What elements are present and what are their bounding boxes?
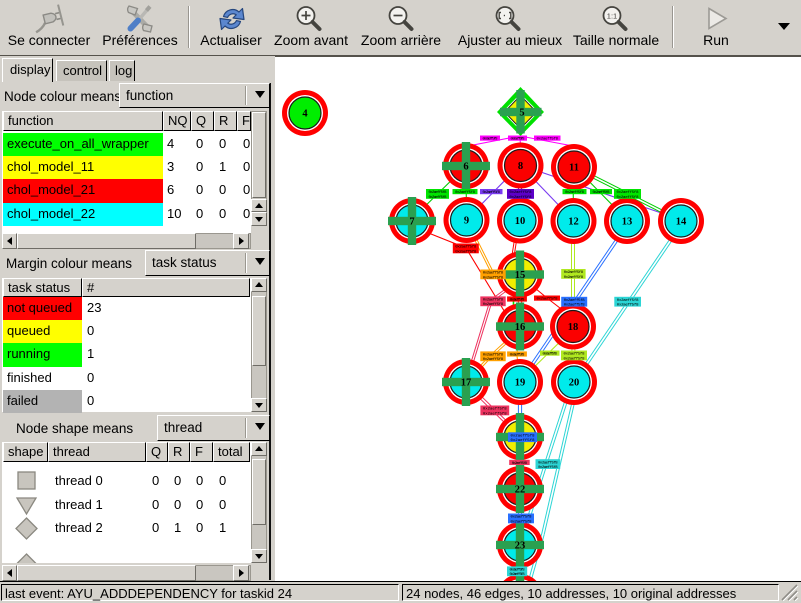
svg-text:12: 12 [568, 217, 579, 228]
svg-text:19: 19 [515, 378, 526, 389]
svg-text:0x2aeff5f8: 0x2aeff5f8 [537, 297, 559, 302]
svg-text:18: 18 [568, 322, 579, 333]
svg-text:0x2aeff5f8: 0x2aeff5f8 [483, 353, 504, 358]
svg-text:0x2aeff5f8: 0x2aeff5f8 [511, 433, 536, 438]
svg-text:4: 4 [302, 109, 308, 120]
svg-text:20: 20 [569, 378, 580, 389]
svg-text:0x2aeff5f8: 0x2aeff5f8 [617, 303, 639, 308]
svg-text:16: 16 [515, 322, 526, 333]
svg-text:0x2aeff5f8: 0x2aeff5f8 [510, 298, 525, 303]
svg-text:0x2aeff5f8: 0x2aeff5f8 [617, 298, 639, 303]
svg-text:14: 14 [676, 217, 687, 228]
svg-text:0x2aeff5f8: 0x2aeff5f8 [455, 190, 476, 195]
svg-text:0x2aeff5f8: 0x2aeff5f8 [512, 461, 528, 466]
svg-text:0x2aeff5f8: 0x2aeff5f8 [510, 353, 525, 358]
svg-text:8: 8 [518, 161, 523, 172]
svg-text:0x2aeff5f8: 0x2aeff5f8 [483, 190, 501, 195]
svg-text:0x2aeff5f8: 0x2aeff5f8 [511, 519, 533, 524]
svg-text:0x2aeff5f8: 0x2aeff5f8 [483, 271, 504, 276]
svg-text:22: 22 [515, 485, 526, 496]
svg-text:0x2aeff5f8: 0x2aeff5f8 [564, 356, 586, 361]
svg-text:17: 17 [461, 378, 472, 389]
svg-text:9: 9 [464, 216, 469, 227]
svg-text:0x2aeff5f8: 0x2aeff5f8 [483, 407, 507, 412]
svg-text:0x2aeff5f8: 0x2aeff5f8 [429, 190, 448, 195]
svg-text:0x2aeff5f8: 0x2aeff5f8 [483, 357, 504, 362]
svg-text:0x2aeff5f8: 0x2aeff5f8 [483, 411, 507, 416]
svg-text:0x2aeff5f8: 0x2aeff5f8 [564, 298, 586, 303]
svg-text:0x2aeff5f8: 0x2aeff5f8 [537, 137, 559, 142]
svg-text:0x2aeff5f8: 0x2aeff5f8 [617, 190, 640, 195]
svg-text:0x2aeff5f8: 0x2aeff5f8 [617, 195, 640, 200]
svg-text:7: 7 [409, 217, 414, 228]
svg-text:0x2aeff5f8: 0x2aeff5f8 [511, 515, 533, 520]
svg-text:0x2aeff5f8: 0x2aeff5f8 [538, 460, 558, 465]
svg-text:15: 15 [515, 270, 526, 281]
svg-text:0x2aeff5f8: 0x2aeff5f8 [510, 568, 526, 573]
svg-text:0x2aeff5f8: 0x2aeff5f8 [510, 190, 533, 195]
svg-text:0x2aeff5f8: 0x2aeff5f8 [564, 352, 586, 357]
svg-text:0x2aeff5f8: 0x2aeff5f8 [593, 190, 611, 195]
svg-text:0x2aeff5f8: 0x2aeff5f8 [483, 275, 504, 280]
svg-text:0x2aeff5f8: 0x2aeff5f8 [483, 298, 504, 303]
svg-text:10: 10 [515, 216, 526, 227]
svg-text:0x2aeff5f8: 0x2aeff5f8 [543, 352, 558, 357]
svg-text:5: 5 [519, 108, 524, 119]
svg-text:0x2aeff5f8: 0x2aeff5f8 [565, 190, 585, 195]
svg-text:0x2aeff5f8: 0x2aeff5f8 [511, 137, 526, 142]
svg-text:11: 11 [569, 163, 579, 174]
svg-text:0x2aeff5f8: 0x2aeff5f8 [538, 465, 558, 470]
svg-text:0x2aeff5f8: 0x2aeff5f8 [564, 270, 584, 275]
svg-text:0x2aeff5f8: 0x2aeff5f8 [564, 275, 584, 280]
svg-text:1:1: 1:1 [607, 12, 617, 21]
svg-text:0x2aeff5f8: 0x2aeff5f8 [429, 195, 448, 200]
svg-text:0x2aeff5f8: 0x2aeff5f8 [483, 302, 504, 307]
svg-text:0x2aeff5f8: 0x2aeff5f8 [564, 303, 586, 308]
svg-text:0x2aeff5f8: 0x2aeff5f8 [510, 572, 526, 577]
svg-text:0x2aeff5f8: 0x2aeff5f8 [455, 249, 477, 254]
svg-text:0x2aeff5f8: 0x2aeff5f8 [483, 137, 499, 142]
svg-text:0x2aeff5f8: 0x2aeff5f8 [511, 438, 536, 443]
svg-text:0x2aeff5f8: 0x2aeff5f8 [510, 195, 533, 200]
svg-text:13: 13 [622, 217, 633, 228]
svg-text:6: 6 [463, 162, 468, 173]
svg-text:23: 23 [515, 541, 526, 552]
svg-text:0x2aeff5f8: 0x2aeff5f8 [455, 245, 477, 250]
